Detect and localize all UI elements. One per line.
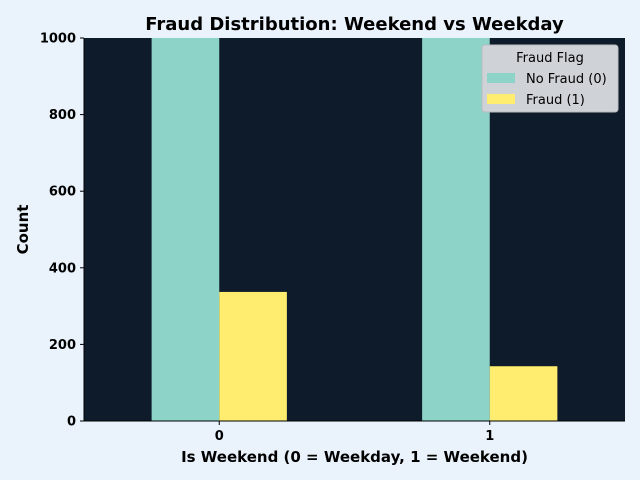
legend-title: Fraud Flag — [516, 51, 584, 66]
y-tick-label: 200 — [49, 338, 76, 353]
bar-fraud-0 — [219, 291, 287, 421]
y-axis-label: Count — [14, 205, 32, 255]
legend-box — [481, 44, 619, 113]
y-tick-label: 800 — [49, 108, 76, 123]
y-tick-label: 1000 — [40, 32, 76, 47]
x-tick-label: 0 — [215, 429, 224, 444]
chart-title: Fraud Distribution: Weekend vs Weekday — [145, 14, 564, 35]
legend-swatch-no-fraud — [487, 73, 515, 83]
legend-label-fraud: Fraud (1) — [526, 93, 585, 108]
legend-label-no-fraud: No Fraud (0) — [526, 72, 607, 87]
legend: Fraud Flag No Fraud (0) Fraud (1) — [481, 44, 619, 113]
y-tick-label: 400 — [49, 261, 76, 276]
y-tick-label: 0 — [67, 415, 76, 430]
legend-swatch-fraud — [487, 94, 515, 104]
bar-no-fraud-0 — [151, 38, 220, 421]
bar-fraud-1 — [489, 366, 558, 421]
x-axis-label: Is Weekend (0 = Weekday, 1 = Weekend) — [181, 448, 528, 466]
x-tick-label: 1 — [485, 429, 494, 444]
bar-no-fraud-1 — [422, 38, 490, 421]
y-tick-label: 600 — [49, 185, 76, 200]
